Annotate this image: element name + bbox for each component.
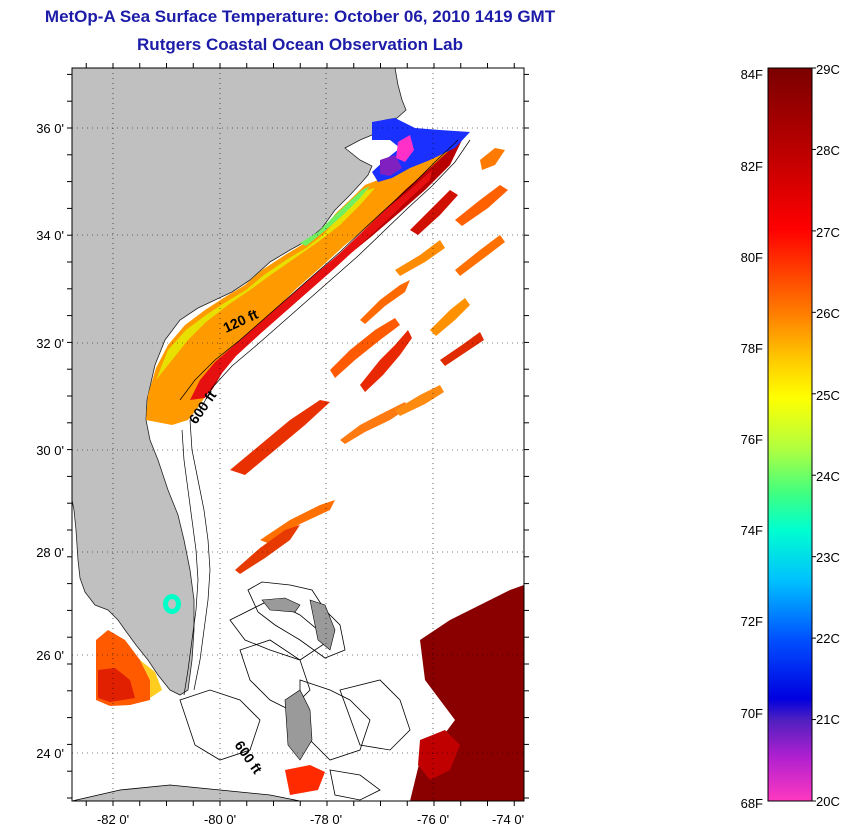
map-subtitle: Rutgers Coastal Ocean Observation Lab	[137, 35, 463, 54]
f-label: 84F	[741, 67, 763, 82]
f-label: 78F	[741, 341, 763, 356]
lat-label: 24 0'	[36, 746, 64, 761]
map-ticks	[67, 63, 529, 806]
land-mainland	[72, 68, 407, 696]
sst-pamlico-magenta	[396, 135, 414, 162]
f-label: 72F	[741, 614, 763, 629]
f-label: 80F	[741, 250, 763, 265]
f-label: 76F	[741, 432, 763, 447]
lat-label: 26 0'	[36, 648, 64, 663]
sst-offshore-streaks	[230, 148, 508, 574]
f-label: 74F	[741, 523, 763, 538]
longitude-labels: -82 0' -80 0' -78 0' -76 0' -74 0'	[97, 812, 524, 827]
c-label: 24C	[816, 469, 840, 484]
sst-sound-purple	[380, 155, 402, 176]
f-label: 82F	[741, 159, 763, 174]
latitude-labels: 36 0' 34 0' 32 0' 30 0' 28 0' 26 0' 24 0…	[36, 121, 64, 761]
c-label: 25C	[816, 388, 840, 403]
colorbar-c-labels: 29C 28C 27C 26C 25C 24C 23C 22C 21C 20C	[816, 62, 840, 809]
lat-label: 32 0'	[36, 336, 64, 351]
lat-label: 30 0'	[36, 443, 64, 458]
bahamas-land-abaco	[309, 599, 336, 651]
colorbar	[767, 67, 813, 802]
lat-label: 36 0'	[36, 121, 64, 136]
colorbar-ticks	[812, 67, 816, 802]
c-label: 26C	[816, 306, 840, 321]
c-label: 27C	[816, 225, 840, 240]
colorbar-f-labels: 84F 82F 80F 78F 76F 74F 72F 70F 68F	[741, 67, 763, 811]
c-label: 23C	[816, 550, 840, 565]
c-label: 20C	[816, 794, 840, 809]
f-label: 68F	[741, 796, 763, 811]
c-label: 21C	[816, 712, 840, 727]
sst-gulf-stream-red	[190, 170, 432, 400]
f-label: 70F	[741, 706, 763, 721]
sst-southeast-red	[418, 730, 460, 780]
lon-label: -76 0'	[417, 812, 449, 827]
c-label: 29C	[816, 62, 840, 77]
sst-inshore-green	[300, 186, 370, 246]
depth-contours	[179, 139, 471, 696]
lat-label: 28 0'	[36, 545, 64, 560]
cuba-land	[72, 784, 301, 801]
lon-label: -82 0'	[97, 812, 129, 827]
c-label: 28C	[816, 143, 840, 158]
map-grid	[72, 68, 524, 801]
sst-inshore-yellow	[156, 188, 375, 380]
sst-keys-warm	[285, 765, 325, 795]
bahamas-land-andros	[284, 689, 313, 761]
lon-label: -78 0'	[310, 812, 342, 827]
lon-label: -74 0'	[492, 812, 524, 827]
c-label: 22C	[816, 631, 840, 646]
map-title: MetOp-A Sea Surface Temperature: October…	[44, 7, 556, 26]
sst-florida-bay-core	[98, 668, 135, 702]
lat-label: 34 0'	[36, 228, 64, 243]
bahamas-land-grand	[261, 597, 301, 613]
map-frame	[71, 67, 525, 802]
lon-label: -80 0'	[204, 812, 236, 827]
sst-florida-bay-edge	[140, 660, 162, 698]
